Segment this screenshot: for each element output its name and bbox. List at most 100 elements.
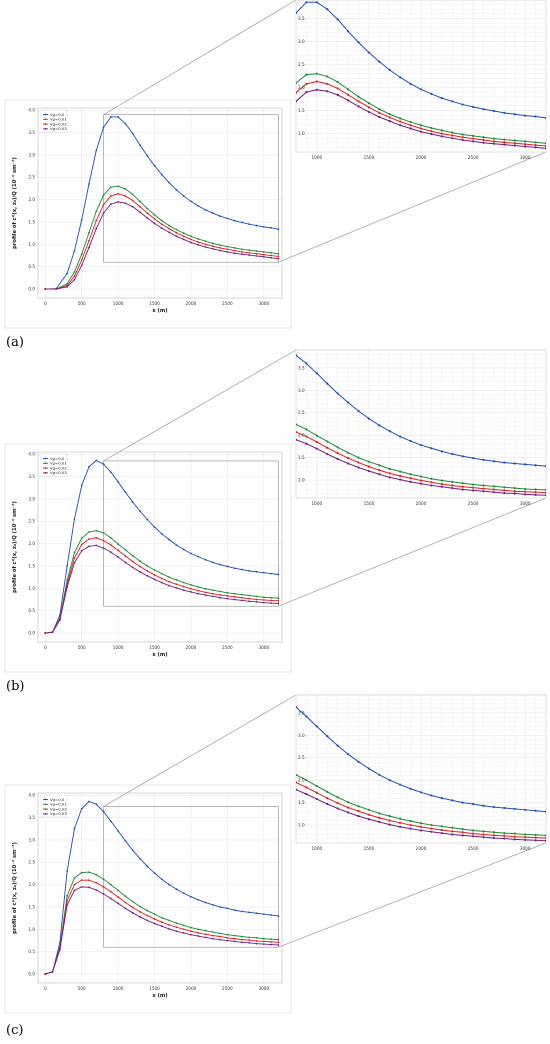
zoom-data-point — [419, 479, 423, 482]
zoom-data-point — [296, 91, 298, 94]
y-tick-label: 1.5 — [28, 219, 35, 224]
data-point — [168, 923, 171, 926]
data-point — [182, 589, 185, 592]
data-point — [241, 938, 243, 941]
zoom-data-point — [388, 472, 391, 475]
zoom-y-tick-label: 3.5 — [298, 365, 305, 370]
x-axis-title: x (m) — [152, 652, 167, 658]
zoom-data-point — [378, 816, 381, 819]
data-point — [80, 264, 83, 267]
data-point — [204, 558, 207, 561]
zoom-data-point — [305, 715, 308, 718]
zoom-series-Vg=0.02 — [296, 80, 546, 148]
zoom-data-point — [326, 446, 329, 449]
zoom-data-point — [315, 725, 318, 728]
zoom-data-point — [336, 452, 339, 455]
data-point — [117, 192, 120, 195]
zoom-data-point — [346, 88, 350, 91]
zoom-data-point — [296, 788, 298, 791]
data-point — [153, 918, 156, 920]
data-point — [197, 241, 200, 244]
zoom-data-point — [296, 11, 298, 14]
series-Vg=0.0 — [44, 800, 280, 975]
data-point — [175, 235, 178, 238]
y-tick-label: 3.0 — [28, 837, 35, 842]
data-point — [124, 561, 127, 564]
data-point — [175, 231, 178, 234]
data-point — [182, 928, 185, 931]
y-tick-label: 0.0 — [28, 971, 35, 976]
zoom-data-point — [451, 799, 454, 802]
data-point — [160, 577, 163, 580]
data-point — [160, 878, 163, 881]
data-point — [66, 894, 69, 897]
series-Vg=0.01 — [44, 871, 280, 975]
zoom-data-point — [440, 97, 443, 100]
data-point — [277, 255, 280, 258]
data-point — [80, 218, 83, 221]
zoom-data-point — [534, 115, 537, 118]
legend-entry: Vg=0.02 — [50, 806, 67, 811]
zoom-data-point — [378, 464, 381, 467]
zoom-connector-top — [103, 349, 297, 462]
data-point — [219, 594, 221, 596]
data-point — [124, 188, 127, 190]
zoom-data-point — [534, 809, 537, 812]
legend-marker — [44, 118, 47, 121]
data-point — [248, 251, 251, 254]
zoom-data-point — [284, 769, 286, 771]
x-tick-label: 2500 — [222, 986, 233, 991]
zoom-data-point — [471, 802, 475, 806]
data-point — [248, 254, 251, 256]
data-point — [270, 251, 272, 254]
data-point — [204, 246, 207, 248]
data-point — [124, 195, 127, 197]
zoom-data-point — [440, 135, 443, 138]
zoom-data-point — [367, 417, 371, 420]
data-point — [211, 934, 214, 937]
data-point — [226, 565, 229, 568]
zoom-data-point — [357, 466, 360, 469]
zoom-data-point — [544, 810, 546, 813]
zoom-y-tick-label: 1.0 — [298, 131, 305, 136]
data-point — [58, 949, 61, 951]
data-point — [270, 943, 272, 946]
data-point — [233, 909, 236, 912]
data-point — [146, 212, 149, 214]
zoom-data-point — [492, 460, 496, 463]
zoom-data-point — [534, 146, 537, 149]
zoom-data-point — [388, 430, 391, 433]
series-Vg=0.02 — [44, 192, 280, 290]
chart-panel-2: 0 500 1000 1500 2000 2500 3000 0.0 0.5 1.0 1.5 2.0 2… — [4, 349, 547, 694]
data-point — [277, 573, 280, 576]
zoom-data-point — [315, 440, 318, 444]
zoom-data-point — [326, 75, 329, 78]
data-point — [211, 595, 214, 598]
data-point — [219, 596, 221, 599]
data-point — [117, 116, 120, 118]
data-point — [73, 557, 76, 559]
zoom-data-point — [461, 103, 464, 106]
data-point — [95, 889, 98, 891]
zoom-data-point — [409, 480, 412, 483]
zoom-data-point — [388, 113, 391, 116]
zoom-data-point — [305, 442, 308, 445]
zoom-data-point — [284, 436, 286, 438]
zoom-data-point — [336, 446, 339, 449]
zoom-series-Vg=0.03 — [284, 436, 546, 497]
data-point — [131, 560, 134, 563]
data-point — [88, 246, 90, 249]
data-point — [146, 914, 149, 917]
zoom-data-point — [357, 456, 360, 459]
y-tick-label: 2.5 — [28, 175, 35, 180]
zoom-data-point — [326, 90, 329, 93]
x-tick-label: 1500 — [149, 986, 160, 991]
data-point — [131, 911, 134, 914]
data-point — [102, 539, 105, 542]
zoom-data-point — [357, 461, 360, 464]
data-point — [248, 600, 251, 603]
data-point — [80, 549, 83, 552]
x-tick-label: 1000 — [113, 301, 124, 306]
data-point — [95, 529, 98, 532]
